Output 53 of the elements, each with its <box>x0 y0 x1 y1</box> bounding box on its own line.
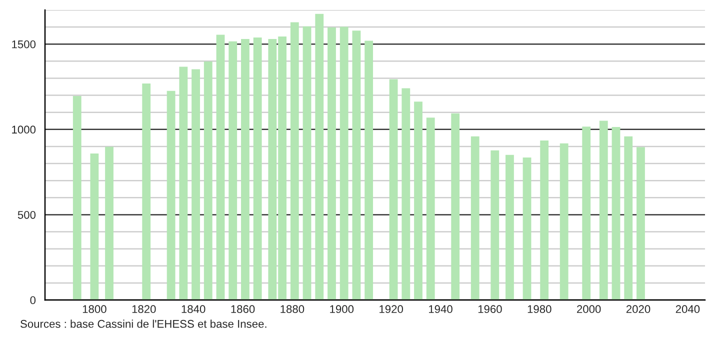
bar <box>540 140 549 300</box>
bar <box>364 40 374 300</box>
x-tick-label: 1840 <box>182 305 206 314</box>
x-tick-label: 2040 <box>676 305 700 314</box>
y-tick-label: 0 <box>30 296 36 304</box>
bar <box>179 66 188 300</box>
bar <box>204 62 212 300</box>
y-tick-label: 500 <box>18 210 36 219</box>
bar <box>315 14 324 300</box>
bar <box>290 22 299 300</box>
bar <box>328 27 336 300</box>
bar <box>560 143 568 300</box>
bar <box>402 88 410 300</box>
bar <box>636 147 645 300</box>
bar <box>582 126 591 300</box>
bar <box>426 118 435 300</box>
x-tick-label: 1940 <box>428 305 452 314</box>
x-tick-label: 1960 <box>478 305 502 314</box>
y-tick-label: 1500 <box>12 40 36 48</box>
source-note: Sources : base Cassini de l'EHESS et base Insee. <box>20 320 266 328</box>
bar <box>216 34 225 300</box>
bar <box>522 158 532 300</box>
bar <box>192 69 200 300</box>
x-tick-label: 1860 <box>231 305 255 314</box>
bar <box>352 30 361 300</box>
bar <box>228 41 238 300</box>
x-tick-label: 1900 <box>330 305 354 314</box>
x-tick-label: 1980 <box>528 305 552 314</box>
bar <box>302 26 312 300</box>
bar <box>612 127 620 300</box>
bar <box>253 37 262 300</box>
bar <box>142 84 151 300</box>
bar <box>506 154 514 300</box>
bar <box>490 150 500 300</box>
x-tick-label: 1880 <box>280 305 304 314</box>
bar <box>90 153 99 300</box>
bar <box>389 79 398 300</box>
bar <box>166 90 176 300</box>
x-tick-label: 1920 <box>380 305 403 314</box>
bar <box>470 136 480 300</box>
bar <box>105 146 114 300</box>
x-tick-label: 1820 <box>132 305 156 314</box>
bar <box>599 120 608 300</box>
bar <box>72 96 82 300</box>
bar <box>414 102 422 300</box>
bar <box>340 26 348 300</box>
bar <box>451 113 460 300</box>
bar <box>241 39 250 300</box>
bar <box>624 136 633 300</box>
x-tick-label: 2020 <box>626 305 650 314</box>
y-tick-label: 1000 <box>12 126 36 134</box>
x-tick-label: 2000 <box>577 305 601 314</box>
x-tick-label: 1800 <box>82 305 106 314</box>
